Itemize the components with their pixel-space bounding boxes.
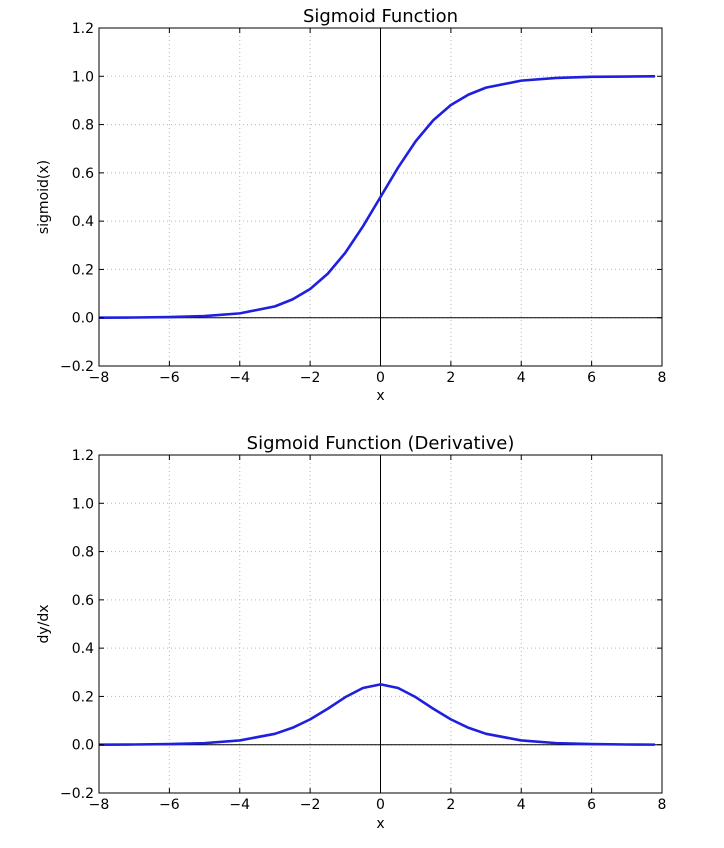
chart-0-series-line bbox=[98, 74, 655, 319]
chart-0-x-axis-label: x bbox=[376, 388, 384, 404]
chart-1-x-tick-label: −4 bbox=[229, 797, 250, 813]
chart-0-x-tick-label: −4 bbox=[229, 370, 250, 386]
chart-1-x-tick-label: 4 bbox=[517, 797, 526, 813]
chart-0-y-tick-label: 0.8 bbox=[72, 118, 94, 134]
chart-0-title: Sigmoid Function bbox=[303, 6, 458, 27]
sigmoid-derivative-chart: −8 −6 −4 −2 0 2 4 6 8 −0.2 0.0 0.2 0.4 0.6 0.8 1.0 1.2 Si… bbox=[36, 433, 666, 832]
chart-1-series-line bbox=[98, 683, 655, 746]
chart-0-x-tick-label: −6 bbox=[159, 370, 180, 386]
chart-1-y-tick-label: −0.2 bbox=[60, 786, 94, 802]
chart-0-y-tick-label: 0.0 bbox=[72, 311, 94, 327]
chart-0-y-tick-label: 0.2 bbox=[72, 262, 94, 278]
chart-0-y-tick-label: 1.0 bbox=[72, 69, 94, 85]
chart-0-y-tick-label: −0.2 bbox=[60, 359, 94, 375]
chart-1-x-tick-label: 0 bbox=[376, 797, 385, 813]
chart-0-y-tick-label: 1.2 bbox=[72, 21, 94, 37]
chart-0-x-tick-label: −2 bbox=[300, 370, 321, 386]
chart-1-x-tick-label: −6 bbox=[159, 797, 180, 813]
chart-0-y-tick-label: 0.6 bbox=[72, 166, 94, 182]
chart-0-x-tick-label: 4 bbox=[517, 370, 526, 386]
chart-0-x-tick-label: 8 bbox=[658, 370, 667, 386]
chart-1-y-tick-label: 1.2 bbox=[72, 448, 94, 464]
chart-0-x-tick-label: −8 bbox=[89, 370, 110, 386]
chart-1-title: Sigmoid Function (Derivative) bbox=[247, 433, 515, 454]
chart-1-x-tick-label: −2 bbox=[300, 797, 321, 813]
chart-1-x-axis-label: x bbox=[376, 816, 384, 832]
chart-1-x-tick-label: −8 bbox=[89, 797, 110, 813]
sigmoid-chart: −8 −6 −4 −2 0 2 4 6 8 −0.2 0.0 0.2 0.4 0.6 0.8 1.0 1.2 Si… bbox=[36, 6, 666, 404]
chart-0-y-tick-label: 0.4 bbox=[72, 214, 94, 230]
chart-0-x-tick-label: 0 bbox=[376, 370, 385, 386]
chart-1-y-axis-label: dy/dx bbox=[36, 604, 52, 643]
chart-1-y-tick-label: 0.6 bbox=[72, 593, 94, 609]
chart-1-y-tick-label: 0.0 bbox=[72, 738, 94, 754]
chart-1-y-tick-label: 1.0 bbox=[72, 496, 94, 512]
chart-0-x-tick-label: 6 bbox=[587, 370, 596, 386]
chart-0-y-axis-label: sigmoid(x) bbox=[36, 160, 52, 234]
chart-1-y-tick-label: 0.8 bbox=[72, 545, 94, 561]
chart-0-x-tick-label: 2 bbox=[446, 370, 455, 386]
chart-1-x-tick-label: 6 bbox=[587, 797, 596, 813]
chart-1-y-tick-label: 0.4 bbox=[72, 641, 94, 657]
chart-1-x-tick-label: 2 bbox=[446, 797, 455, 813]
chart-1-x-tick-label: 8 bbox=[658, 797, 667, 813]
chart-1-y-tick-label: 0.2 bbox=[72, 689, 94, 705]
